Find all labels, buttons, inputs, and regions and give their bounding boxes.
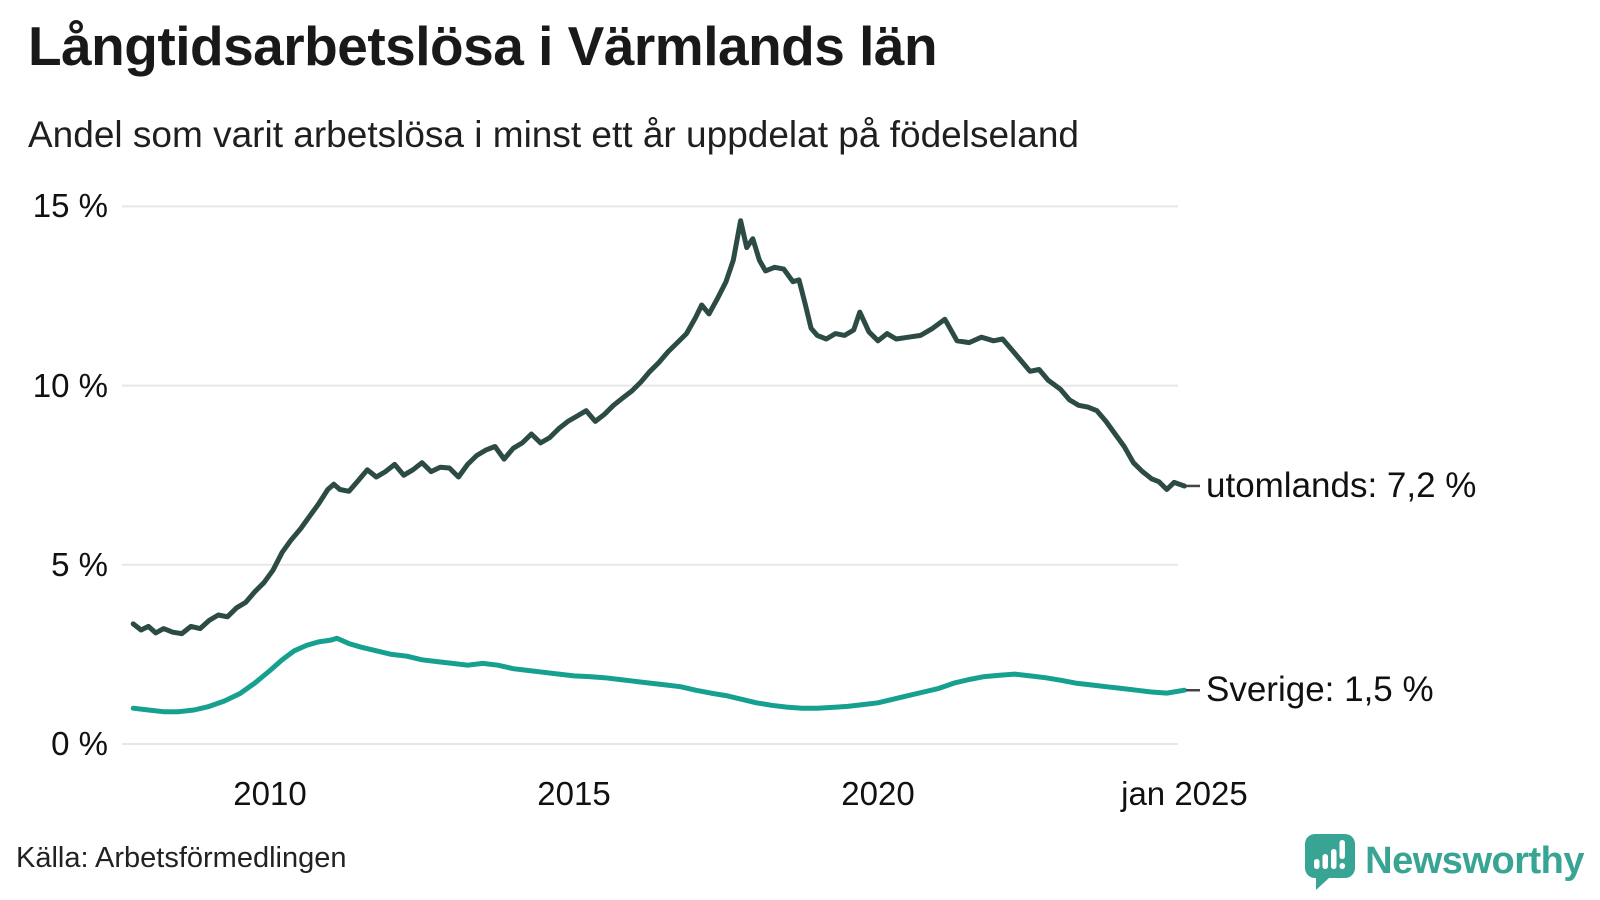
line-series-utomlands bbox=[130, 218, 1187, 637]
y-axis-tick-label: 5 % bbox=[51, 545, 108, 583]
x-axis-tick-label: 2015 bbox=[537, 775, 611, 812]
logo-bar-2 bbox=[1322, 854, 1329, 869]
logo-bar-1 bbox=[1314, 859, 1320, 869]
newsworthy-logo-icon bbox=[1305, 834, 1356, 890]
logo-bar-3 bbox=[1331, 849, 1337, 869]
newsworthy-brand: Newsworthy bbox=[1303, 832, 1584, 890]
y-axis-tick-label: 15 % bbox=[32, 187, 108, 225]
series-end-label-utomlands: utomlands: 7,2 % bbox=[1206, 465, 1477, 505]
series-end-label-sverige: Sverige: 1,5 % bbox=[1206, 670, 1434, 710]
y-axis-tick-label: 0 % bbox=[51, 725, 108, 762]
line-series-Sverige bbox=[130, 635, 1187, 715]
chart-subtitle: Andel som varit arbetslösa i minst ett å… bbox=[28, 114, 1079, 155]
logo-exclamation-dot bbox=[1339, 863, 1346, 869]
x-axis-tick-label: 2010 bbox=[233, 775, 307, 812]
logo-exclamation-rod bbox=[1339, 840, 1346, 859]
y-axis-tick-label: 10 % bbox=[32, 366, 108, 404]
source-note: Källa: Arbetsförmedlingen bbox=[16, 842, 347, 874]
x-axis-tick-label: jan 2025 bbox=[1121, 775, 1248, 812]
brand-wordmark: Newsworthy bbox=[1365, 839, 1584, 882]
x-axis-tick-label: 2020 bbox=[841, 775, 915, 812]
page-title: Långtidsarbetslösa i Värmlands län bbox=[28, 15, 938, 77]
